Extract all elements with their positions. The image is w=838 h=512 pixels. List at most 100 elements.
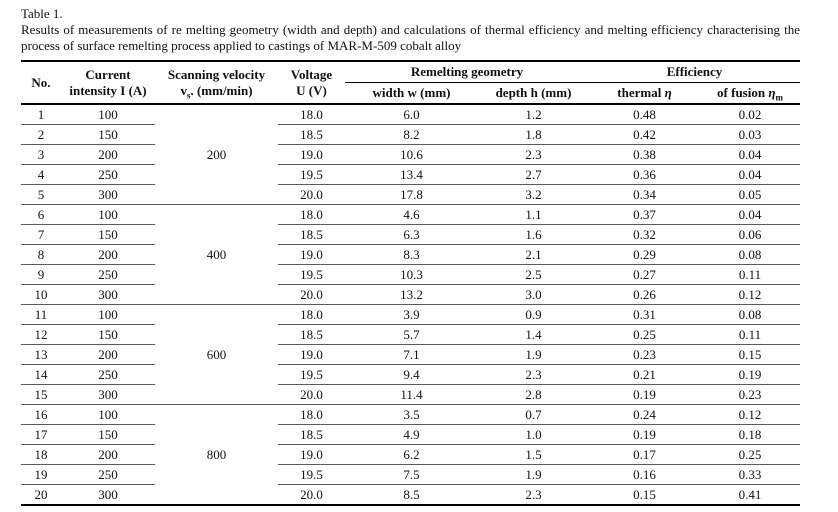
cell-depth: 0.9 bbox=[478, 304, 590, 325]
cell-depth: 2.1 bbox=[478, 244, 590, 265]
cell-no: 20 bbox=[21, 484, 61, 506]
cell-no: 11 bbox=[21, 304, 61, 325]
cell-width: 4.6 bbox=[345, 204, 478, 225]
cell-no: 1 bbox=[21, 104, 61, 125]
cell-fusion: 0.04 bbox=[700, 204, 801, 225]
cell-current: 200 bbox=[61, 244, 155, 265]
col-header-current-line2: intensity I (A) bbox=[69, 82, 147, 98]
cell-thermal: 0.25 bbox=[589, 324, 701, 345]
cell-voltage: 20.0 bbox=[278, 484, 345, 506]
cell-width: 11.4 bbox=[345, 384, 478, 405]
cell-scanning-velocity: 400 bbox=[155, 204, 278, 305]
table-row: 17 150 18.5 4.9 1.0 0.19 0.18 bbox=[21, 424, 801, 445]
table-row: 7 150 18.5 6.3 1.6 0.32 0.06 bbox=[21, 224, 801, 245]
col-header-current-line1: Current bbox=[85, 66, 131, 82]
col-header-thermal-efficiency: thermal η bbox=[589, 82, 701, 105]
cell-voltage: 19.5 bbox=[278, 164, 345, 185]
cell-depth: 2.5 bbox=[478, 264, 590, 285]
cell-fusion: 0.05 bbox=[700, 184, 801, 205]
cell-width: 8.3 bbox=[345, 244, 478, 265]
table-body: 1 100 200 18.0 6.0 1.2 0.48 0.02 2 150 18.5 8.2 1.8 0… bbox=[21, 104, 801, 506]
cell-current: 100 bbox=[61, 304, 155, 325]
table-row: 18 200 19.0 6.2 1.5 0.17 0.25 bbox=[21, 444, 801, 465]
cell-voltage: 18.5 bbox=[278, 124, 345, 145]
cell-fusion: 0.41 bbox=[700, 484, 801, 506]
cell-current: 250 bbox=[61, 364, 155, 385]
cell-voltage: 18.0 bbox=[278, 404, 345, 425]
cell-width: 5.7 bbox=[345, 324, 478, 345]
cell-thermal: 0.21 bbox=[589, 364, 701, 385]
cell-thermal: 0.29 bbox=[589, 244, 701, 265]
cell-fusion: 0.11 bbox=[700, 324, 801, 345]
table-row: 11 100 600 18.0 3.9 0.9 0.31 0.08 bbox=[21, 304, 801, 405]
col-header-voltage-line1: Voltage bbox=[290, 66, 333, 82]
table-row: 8 200 19.0 8.3 2.1 0.29 0.08 bbox=[21, 244, 801, 265]
cell-fusion: 0.08 bbox=[700, 244, 801, 265]
cell-width: 8.2 bbox=[345, 124, 478, 145]
cell-thermal: 0.27 bbox=[589, 264, 701, 285]
cell-current: 300 bbox=[61, 384, 155, 405]
cell-voltage: 18.0 bbox=[278, 104, 345, 125]
cell-no: 2 bbox=[21, 124, 61, 145]
cell-no: 15 bbox=[21, 384, 61, 405]
cell-fusion: 0.02 bbox=[700, 104, 801, 125]
col-header-width: width w (mm) bbox=[345, 82, 478, 105]
cell-depth: 2.7 bbox=[478, 164, 590, 185]
cell-current: 250 bbox=[61, 464, 155, 485]
table-row: 12 150 18.5 5.7 1.4 0.25 0.11 bbox=[21, 324, 801, 345]
cell-thermal: 0.42 bbox=[589, 124, 701, 145]
cell-voltage: 19.0 bbox=[278, 344, 345, 365]
cell-depth: 1.0 bbox=[478, 424, 590, 445]
table-row: 3 200 19.0 10.6 2.3 0.38 0.04 bbox=[21, 144, 801, 165]
cell-depth: 1.8 bbox=[478, 124, 590, 145]
cell-depth: 1.4 bbox=[478, 324, 590, 345]
cell-thermal: 0.37 bbox=[589, 204, 701, 225]
cell-width: 9.4 bbox=[345, 364, 478, 385]
group-header-remelting-geometry: Remelting geometry bbox=[345, 61, 590, 83]
cell-depth: 2.3 bbox=[478, 144, 590, 165]
table-row: 6 100 400 18.0 4.6 1.1 0.37 0.04 bbox=[21, 204, 801, 305]
cell-depth: 1.1 bbox=[478, 204, 590, 225]
cell-fusion: 0.03 bbox=[700, 124, 801, 145]
cell-no: 3 bbox=[21, 144, 61, 165]
cell-thermal: 0.19 bbox=[589, 384, 701, 405]
table-row: 1 100 200 18.0 6.0 1.2 0.48 0.02 bbox=[21, 104, 801, 205]
cell-no: 12 bbox=[21, 324, 61, 345]
cell-current: 200 bbox=[61, 444, 155, 465]
cell-current: 200 bbox=[61, 344, 155, 365]
cell-depth: 1.9 bbox=[478, 464, 590, 485]
cell-no: 4 bbox=[21, 164, 61, 185]
cell-current: 300 bbox=[61, 284, 155, 305]
table-row: 9 250 19.5 10.3 2.5 0.27 0.11 bbox=[21, 264, 801, 285]
cell-thermal: 0.32 bbox=[589, 224, 701, 245]
cell-width: 6.2 bbox=[345, 444, 478, 465]
cell-current: 100 bbox=[61, 104, 155, 125]
cell-fusion: 0.15 bbox=[700, 344, 801, 365]
cell-voltage: 19.5 bbox=[278, 464, 345, 485]
cell-depth: 0.7 bbox=[478, 404, 590, 425]
cell-current: 150 bbox=[61, 124, 155, 145]
table-row: 20 300 20.0 8.5 2.3 0.15 0.41 bbox=[21, 484, 801, 506]
table-row: 5 300 20.0 17.8 3.2 0.34 0.05 bbox=[21, 184, 801, 205]
cell-depth: 1.6 bbox=[478, 224, 590, 245]
cell-no: 14 bbox=[21, 364, 61, 385]
cell-current: 250 bbox=[61, 164, 155, 185]
cell-voltage: 18.5 bbox=[278, 324, 345, 345]
eta-symbol: η bbox=[768, 85, 776, 100]
cell-no: 10 bbox=[21, 284, 61, 305]
table-caption: Results of measurements of re melting ge… bbox=[21, 22, 800, 53]
cell-width: 6.3 bbox=[345, 224, 478, 245]
header-row-subcolumns: width w (mm) depth h (mm) thermal η of f… bbox=[21, 82, 801, 105]
cell-thermal: 0.48 bbox=[589, 104, 701, 125]
cell-voltage: 19.0 bbox=[278, 144, 345, 165]
table-row: 15 300 20.0 11.4 2.8 0.19 0.23 bbox=[21, 384, 801, 405]
cell-no: 7 bbox=[21, 224, 61, 245]
cell-thermal: 0.36 bbox=[589, 164, 701, 185]
col-header-fusion-efficiency: of fusion ηm bbox=[700, 82, 801, 105]
cell-no: 17 bbox=[21, 424, 61, 445]
cell-fusion: 0.19 bbox=[700, 364, 801, 385]
cell-current: 200 bbox=[61, 144, 155, 165]
cell-current: 150 bbox=[61, 324, 155, 345]
cell-thermal: 0.31 bbox=[589, 304, 701, 325]
